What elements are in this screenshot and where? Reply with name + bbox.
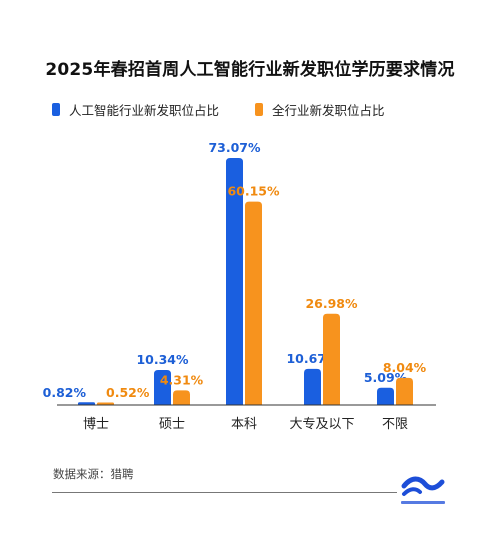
bar-ai-4 (377, 387, 394, 405)
value-label-all-4: 8.04% (383, 360, 427, 375)
bar-ai-0 (78, 402, 95, 405)
category-label-4: 不限 (382, 417, 408, 432)
value-label-ai-2: 73.07% (208, 140, 261, 155)
category-label-3: 大专及以下 (289, 417, 354, 432)
value-label-all-3: 26.98% (305, 296, 358, 311)
bar-all-2 (245, 201, 262, 405)
bar-ai-2 (226, 158, 243, 405)
legend-item-ai: 人工智能行业新发职位占比 (52, 101, 220, 118)
category-label-2: 本科 (231, 417, 257, 432)
data-source: 数据来源：猎聘 (53, 467, 134, 481)
chart-title: 2025年春招首周人工智能行业新发职位学历要求情况 (45, 60, 455, 80)
bar-all-3 (323, 313, 340, 405)
value-label-ai-0: 0.82% (43, 385, 87, 400)
bar-ai-3 (304, 368, 321, 405)
bar-all-0 (97, 402, 114, 405)
category-label-1: 硕士 (159, 417, 185, 432)
bar-ai-1 (154, 370, 171, 405)
category-label-0: 博士 (83, 417, 109, 432)
legend-item-all: 全行业新发职位占比 (255, 101, 385, 118)
bar-all-1 (173, 390, 190, 405)
value-label-all-2: 60.15% (227, 184, 280, 199)
footer-divider (52, 492, 397, 493)
legend-swatch-ai (52, 102, 60, 116)
value-label-all-1: 4.31% (160, 372, 204, 387)
value-label-ai-1: 10.34% (136, 352, 189, 367)
value-label-all-0: 0.52% (106, 385, 150, 400)
publisher-logo-icon (401, 476, 445, 504)
legend-swatch-all (255, 102, 263, 116)
legend-label-ai: 人工智能行业新发职位占比 (69, 102, 220, 118)
bar-all-4 (396, 377, 413, 405)
legend-label-all: 全行业新发职位占比 (272, 102, 385, 118)
